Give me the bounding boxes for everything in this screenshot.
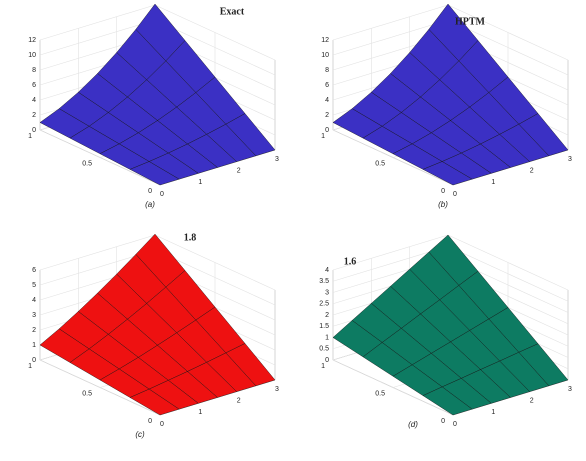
- z-tick-label: 10: [28, 52, 36, 59]
- x-tick-label: 1: [198, 409, 202, 416]
- y-tick-label: 1: [321, 363, 325, 370]
- x-tick-label: 2: [237, 168, 241, 175]
- x-tick-label: 2: [237, 398, 241, 405]
- chart-title: 1.8: [184, 232, 197, 243]
- z-tick-label: 4: [325, 97, 329, 104]
- z-tick-label: 6: [32, 267, 36, 274]
- z-tick-label: 1: [32, 342, 36, 349]
- chart-title: HPTM: [455, 16, 486, 27]
- z-tick-label: 8: [32, 67, 36, 74]
- z-tick-label: 3: [325, 289, 329, 296]
- grid-line: [39, 19, 156, 56]
- z-tick-label: 0: [32, 357, 36, 364]
- z-tick-label: 8: [325, 67, 329, 74]
- grid-line: [39, 4, 156, 41]
- z-tick-label: 2: [325, 312, 329, 319]
- x-tick-label: 3: [275, 386, 279, 393]
- z-tick-label: 6: [325, 82, 329, 89]
- y-tick-label: 0.5: [375, 390, 385, 397]
- z-tick-label: 2: [32, 327, 36, 334]
- chart-title: Exact: [220, 6, 245, 17]
- x-tick-label: 0: [160, 421, 164, 428]
- chart-title: 1.6: [344, 256, 357, 267]
- surface-patch: [422, 386, 473, 416]
- y-tick-label: 0: [441, 418, 445, 425]
- y-tick-label: 0.5: [82, 160, 92, 167]
- grid-line: [332, 234, 449, 271]
- z-tick-label: 1: [325, 334, 329, 341]
- x-tick-label: 2: [530, 398, 534, 405]
- y-tick-label: 1: [321, 133, 325, 140]
- z-tick-label: 0: [32, 127, 36, 134]
- grid-line: [332, 4, 449, 41]
- surface-patch: [129, 161, 180, 186]
- x-tick-label: 3: [568, 386, 572, 393]
- x-tick-label: 1: [491, 179, 495, 186]
- x-tick-label: 3: [568, 156, 572, 163]
- surface-patch: [129, 388, 180, 416]
- z-tick-label: 1.5: [319, 323, 329, 330]
- z-tick-label: 10: [321, 52, 329, 59]
- caption: (a): [145, 200, 155, 209]
- z-tick-label: 2: [32, 112, 36, 119]
- z-tick-label: 12: [321, 37, 329, 44]
- x-tick-label: 1: [198, 179, 202, 186]
- z-tick-label: 2: [325, 112, 329, 119]
- z-tick-label: 0: [325, 127, 329, 134]
- caption: (d): [408, 420, 418, 429]
- z-tick-label: 0.5: [319, 346, 329, 353]
- surface-patch: [422, 161, 473, 186]
- z-tick-label: 6: [32, 82, 36, 89]
- z-tick-label: 5: [32, 282, 36, 289]
- z-tick-label: 2.5: [319, 301, 329, 308]
- x-tick-label: 1: [491, 409, 495, 416]
- x-tick-label: 0: [160, 191, 164, 198]
- grid-line: [39, 234, 156, 271]
- caption: (b): [438, 200, 448, 209]
- caption: (c): [135, 430, 145, 439]
- grid-line: [332, 19, 449, 56]
- z-tick-label: 4: [325, 267, 329, 274]
- y-tick-label: 1: [28, 133, 32, 140]
- y-tick-label: 1: [28, 363, 32, 370]
- y-tick-label: 0: [441, 188, 445, 195]
- y-tick-label: 0.5: [82, 390, 92, 397]
- z-tick-label: 4: [32, 97, 36, 104]
- z-tick-label: 12: [28, 37, 36, 44]
- y-tick-label: 0: [148, 418, 152, 425]
- y-tick-label: 0: [148, 188, 152, 195]
- x-tick-label: 0: [453, 191, 457, 198]
- x-tick-label: 3: [275, 156, 279, 163]
- z-tick-label: 3: [32, 312, 36, 319]
- z-tick-label: 0: [325, 357, 329, 364]
- z-tick-label: 3.5: [319, 278, 329, 285]
- x-tick-label: 2: [530, 168, 534, 175]
- x-tick-label: 0: [453, 421, 457, 428]
- y-tick-label: 0.5: [375, 160, 385, 167]
- z-tick-label: 4: [32, 297, 36, 304]
